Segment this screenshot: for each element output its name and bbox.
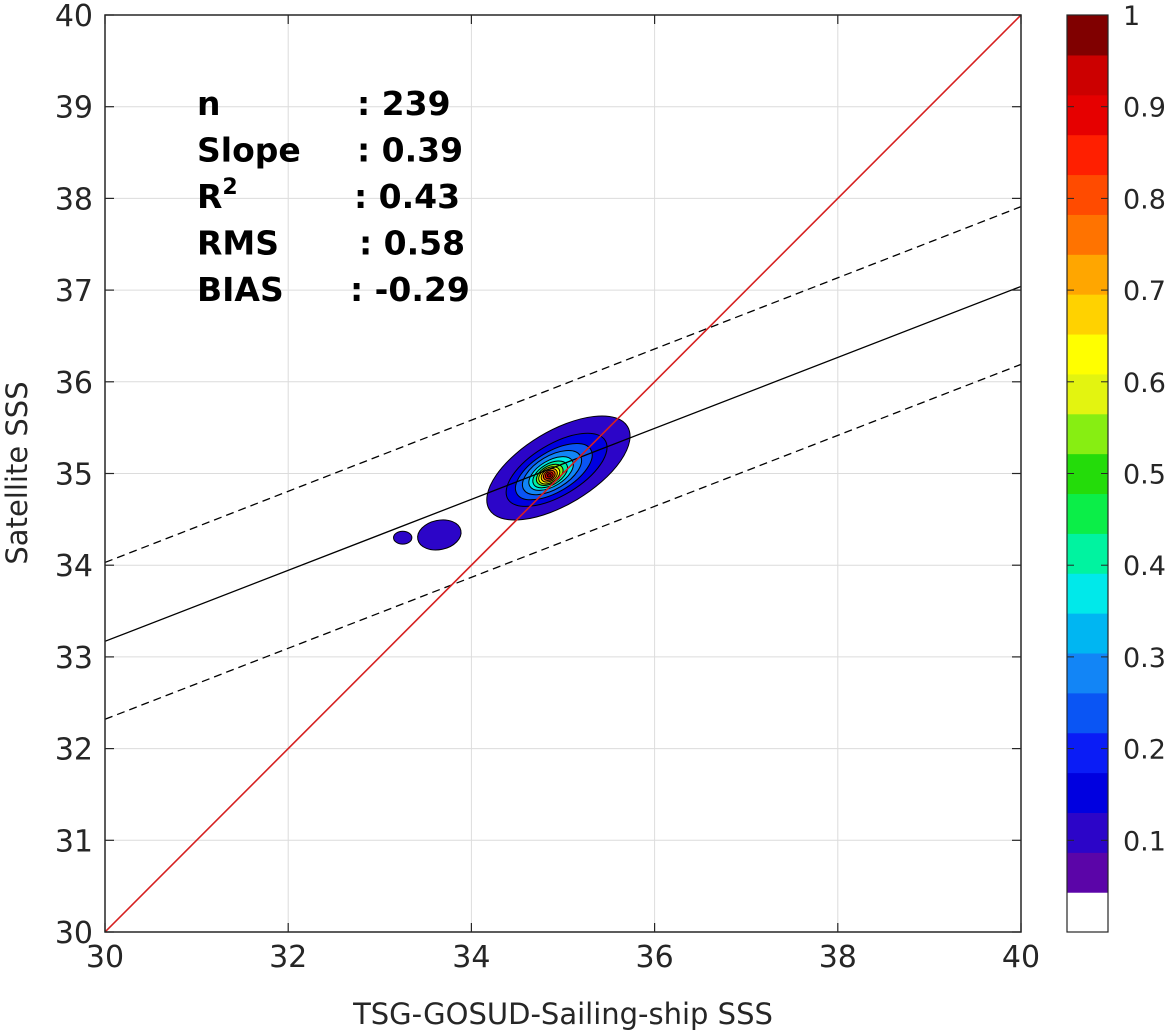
- colorbar-tick-label: 0.1: [1123, 826, 1166, 857]
- colorbar-band-15: [1067, 333, 1108, 375]
- colorbar-band-20: [1067, 134, 1108, 176]
- colorbar-band-13: [1067, 413, 1108, 455]
- colorbar-tick-label: 0.8: [1123, 184, 1166, 215]
- colorbar-band-5: [1067, 732, 1108, 774]
- stat-value-4: : 0.58: [359, 224, 465, 263]
- density-blob-2: [417, 519, 462, 551]
- stat-label-1: n: [197, 84, 221, 123]
- colorbar-band-21: [1067, 94, 1108, 136]
- colorbar-band-23: [1067, 15, 1108, 56]
- colorbar-tick-label: 1: [1123, 1, 1140, 32]
- regression-line: [105, 285, 1021, 642]
- x-tick-label: 30: [86, 940, 124, 975]
- colorbar-band-6: [1067, 692, 1108, 734]
- colorbar-band-11: [1067, 493, 1108, 534]
- stat-label-4: RMS: [197, 224, 279, 263]
- y-tick-label: 39: [55, 91, 93, 126]
- y-tick-label: 31: [55, 824, 93, 859]
- y-tick-label: 35: [55, 458, 93, 493]
- x-tick-label: 32: [269, 940, 307, 975]
- colorbar-tick-label: 0.2: [1123, 735, 1166, 766]
- colorbar-band-17: [1067, 254, 1108, 295]
- colorbar-band-16: [1067, 294, 1108, 335]
- colorbar-tick-label: 0.9: [1123, 93, 1166, 124]
- lower-bound-line: [105, 363, 1021, 720]
- colorbar-band-3: [1067, 812, 1108, 853]
- x-tick-label: 38: [819, 940, 857, 975]
- colorbar-band-2: [1067, 852, 1108, 893]
- colorbar-band-1: [1067, 892, 1108, 933]
- colorbar-tick-label: 0.7: [1123, 276, 1166, 307]
- colorbar-tick-label: 0.5: [1123, 460, 1166, 491]
- density-level-12: [546, 473, 552, 478]
- grid: [105, 15, 1021, 932]
- colorbar-band-4: [1067, 772, 1108, 813]
- upper-bound-line: [105, 206, 1021, 564]
- stat-label-superscript: 2: [222, 175, 237, 200]
- stat-label-2: Slope: [197, 131, 301, 170]
- stat-label-5: BIAS: [197, 270, 284, 309]
- colorbar-band-19: [1067, 174, 1108, 215]
- y-tick-label: 34: [55, 549, 93, 584]
- x-tick-label: 34: [452, 940, 490, 975]
- y-axis-title: Satellite SSS: [0, 381, 34, 564]
- x-tick-label: 40: [1002, 940, 1040, 975]
- density-blob-1: [393, 530, 413, 545]
- stat-value-1: : 239: [357, 84, 451, 123]
- colorbar-band-18: [1067, 214, 1108, 255]
- colorbar: 0.1 0.2 0.3 0.4 0.5 0.6 0.7 0.8 0.9 1: [1066, 1, 1166, 933]
- colorbar-band-9: [1067, 573, 1108, 614]
- colorbar-band-7: [1067, 652, 1108, 694]
- y-tick-label: 37: [55, 274, 93, 309]
- stat-value-3: : 0.43: [354, 177, 460, 216]
- stat-value-5: : -0.29: [350, 270, 470, 309]
- y-tick-label: 40: [55, 0, 93, 34]
- y-tick-label: 33: [55, 641, 93, 676]
- fit-lines: [105, 15, 1021, 932]
- stat-value-2: : 0.39: [357, 131, 463, 170]
- axis-ticks: 30 32 34 36 38 40 30 31 32 33 34 35 36 37 38 39 40: [55, 0, 1040, 975]
- x-tick-label: 36: [636, 940, 674, 975]
- y-tick-label: 38: [55, 182, 93, 217]
- colorbar-tick-label: 0.6: [1123, 368, 1166, 399]
- colorbar-tick-label: 0.4: [1123, 551, 1166, 582]
- colorbar-tick-label: 0.3: [1123, 643, 1166, 674]
- stat-label-3: R2: [197, 175, 238, 216]
- stats-box: n : 239 Slope : 0.39 R2 : 0.43 RMS : 0.58 BIAS : …: [197, 84, 470, 309]
- y-tick-label: 30: [55, 916, 93, 951]
- x-axis-title: TSG-GOSUD-Sailing-ship SSS: [352, 997, 773, 1031]
- colorbar-band-22: [1067, 54, 1108, 96]
- one-to-one-line: [105, 15, 1021, 932]
- colorbar-band-14: [1067, 373, 1108, 415]
- colorbar-band-8: [1067, 613, 1108, 654]
- colorbar-band-10: [1067, 533, 1108, 574]
- y-tick-label: 32: [55, 733, 93, 768]
- y-tick-label: 36: [55, 366, 93, 401]
